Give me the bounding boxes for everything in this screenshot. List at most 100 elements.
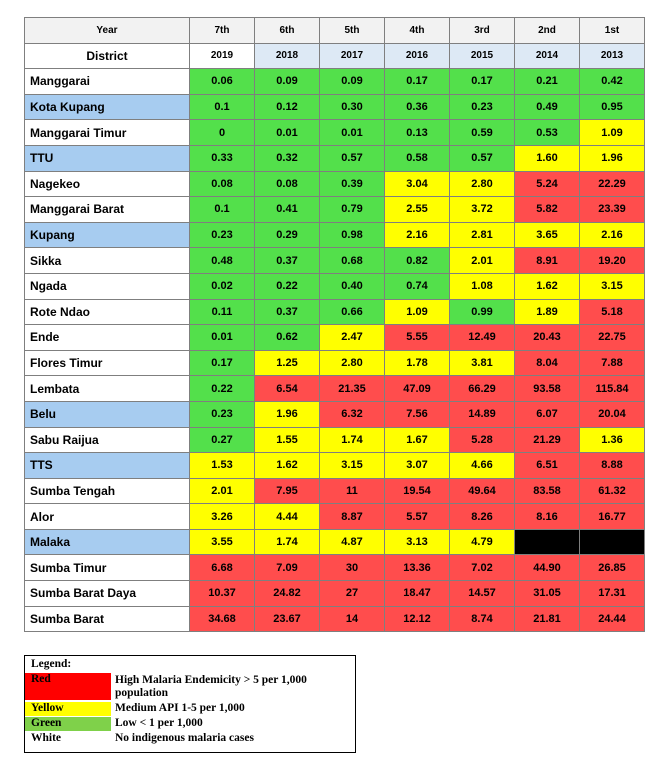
year-header: 2017	[319, 42, 385, 70]
api-value-cell: 34.68	[189, 605, 255, 633]
district-name: Sabu Raijua	[24, 426, 190, 454]
api-value-cell: 4.66	[449, 452, 515, 479]
api-value-cell: 0.08	[189, 170, 255, 198]
table-row: Manggarai Timur 0 0.01 0.01 0.13 0.59 0.53 1.09	[24, 119, 645, 146]
api-value-cell: 4.79	[449, 528, 515, 556]
api-value-cell: 115.84	[579, 375, 645, 402]
api-value-cell: 1.25	[254, 349, 320, 377]
district-name: Sumba Timur	[24, 554, 190, 582]
api-value-cell: 0.27	[189, 426, 255, 454]
rank-header-row: Year 7th 6th 5th 4th 3rd 2nd 1st	[24, 17, 645, 44]
legend-swatch-yellow: Yellow	[25, 702, 111, 716]
table-row: Ngada 0.02 0.22 0.40 0.74 1.08 1.62 3.15	[24, 272, 645, 300]
table-row: TTU 0.33 0.32 0.57 0.58 0.57 1.60 1.96	[24, 144, 645, 172]
year-header: 2015	[449, 42, 515, 70]
rank-header: 7th	[189, 17, 255, 44]
api-value-cell: 44.90	[514, 554, 580, 582]
api-value-cell: 27	[319, 580, 385, 607]
rank-header: 6th	[254, 17, 320, 44]
district-name: Belu	[24, 400, 190, 428]
api-value-cell: 49.64	[449, 477, 515, 505]
api-value-cell: 0.42	[579, 68, 645, 95]
api-value-cell: 0.32	[254, 144, 320, 172]
api-value-cell: 14	[319, 605, 385, 633]
api-value-cell: 0.23	[189, 221, 255, 249]
table-row: Malaka 3.55 1.74 4.87 3.13 4.79	[24, 528, 645, 556]
api-value-cell: 0.09	[319, 68, 385, 95]
api-value-cell: 0.17	[189, 349, 255, 377]
api-value-cell: 0.95	[579, 93, 645, 121]
api-value-cell: 3.65	[514, 221, 580, 249]
table-row: Sumba Timur 6.68 7.09 30 13.36 7.02 44.90 26.85	[24, 554, 645, 582]
api-value-cell: 0.11	[189, 298, 255, 326]
api-value-cell: 3.26	[189, 503, 255, 530]
api-value-cell: 0.79	[319, 196, 385, 223]
api-value-cell: 3.13	[384, 528, 450, 556]
api-value-cell: 21.35	[319, 375, 385, 402]
legend-description: No indigenous malaria cases	[115, 732, 254, 744]
table-row: Sumba Barat 34.68 23.67 14 12.12 8.74 21.81 24.…	[24, 605, 645, 633]
table-row: Rote Ndao 0.11 0.37 0.66 1.09 0.99 1.89 5.18	[24, 298, 645, 326]
district-name: Sumba Barat Daya	[24, 580, 190, 607]
api-value-cell: 7.88	[579, 349, 645, 377]
api-value-cell: 0.17	[449, 68, 515, 95]
year-header: 2018	[254, 42, 320, 70]
table-row: Flores Timur 0.17 1.25 2.80 1.78 3.81 8.04 7.88	[24, 349, 645, 377]
table-row: Sabu Raijua 0.27 1.55 1.74 1.67 5.28 21.29 1.36	[24, 426, 645, 454]
district-name: Flores Timur	[24, 349, 190, 377]
district-name: Ngada	[24, 272, 190, 300]
api-value-cell: 30	[319, 554, 385, 582]
district-header-label: District	[24, 42, 190, 70]
api-value-cell: 0.13	[384, 119, 450, 146]
api-value-cell: 0.39	[319, 170, 385, 198]
rank-header: 3rd	[449, 17, 515, 44]
api-value-cell: 2.16	[579, 221, 645, 249]
api-value-cell: 1.08	[449, 272, 515, 300]
year-header-row: District 2019 2018 2017 2016 2015 2014 2…	[24, 42, 645, 70]
api-value-cell: 1.96	[254, 400, 320, 428]
district-name: Alor	[24, 503, 190, 530]
api-value-cell: 22.29	[579, 170, 645, 198]
api-value-cell: 0.17	[384, 68, 450, 95]
api-value-cell: 66.29	[449, 375, 515, 402]
api-value-cell: 12.49	[449, 324, 515, 351]
district-name: Kota Kupang	[24, 93, 190, 121]
api-value-cell: 1.96	[579, 144, 645, 172]
api-value-cell: 0.22	[254, 272, 320, 300]
api-value-cell: 3.07	[384, 452, 450, 479]
api-value-cell: 4.87	[319, 528, 385, 556]
api-value-cell: 0.1	[189, 93, 255, 121]
api-value-cell: 2.80	[319, 349, 385, 377]
api-value-cell: 0.06	[189, 68, 255, 95]
api-value-cell: 3.15	[579, 272, 645, 300]
api-value-cell: 5.28	[449, 426, 515, 454]
api-value-cell: 5.57	[384, 503, 450, 530]
api-value-cell: 16.77	[579, 503, 645, 530]
api-value-cell: 47.09	[384, 375, 450, 402]
api-value-cell: 23.67	[254, 605, 320, 633]
api-value-cell: 93.58	[514, 375, 580, 402]
table-row: Lembata 0.22 6.54 21.35 47.09 66.29 93.58 115.8…	[24, 375, 645, 402]
api-value-cell: 23.39	[579, 196, 645, 223]
api-value-cell: 0.48	[189, 247, 255, 274]
api-value-cell: 17.31	[579, 580, 645, 607]
legend-description: Low < 1 per 1,000	[115, 717, 203, 729]
year-header: 2013	[579, 42, 645, 70]
endemicity-table: Year 7th 6th 5th 4th 3rd 2nd 1st Distric…	[24, 17, 645, 633]
api-value-cell: 0.09	[254, 68, 320, 95]
district-name: Kupang	[24, 221, 190, 249]
api-value-cell: 19.54	[384, 477, 450, 505]
legend-description: High Malaria Endemicity > 5 per 1,000 po…	[115, 674, 307, 699]
api-value-cell: 0	[189, 119, 255, 146]
api-value-cell: 3.04	[384, 170, 450, 198]
api-value-cell: 0.22	[189, 375, 255, 402]
api-value-cell: 0.36	[384, 93, 450, 121]
api-value-cell: 4.44	[254, 503, 320, 530]
api-value-cell: 13.36	[384, 554, 450, 582]
api-value-cell: 0.1	[189, 196, 255, 223]
api-value-cell: 2.80	[449, 170, 515, 198]
table-body: Year 7th 6th 5th 4th 3rd 2nd 1st Distric…	[24, 17, 645, 633]
district-name: TTS	[24, 452, 190, 479]
api-value-cell: 8.74	[449, 605, 515, 633]
api-value-cell: 0.62	[254, 324, 320, 351]
